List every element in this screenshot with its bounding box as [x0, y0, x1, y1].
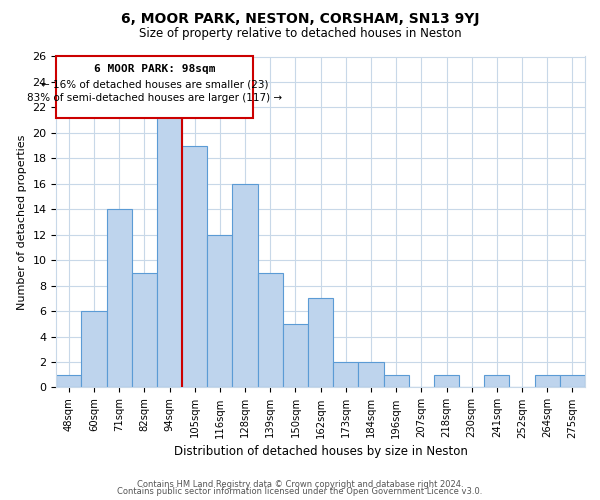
Bar: [232, 184, 257, 388]
Bar: [107, 209, 132, 388]
Bar: [257, 273, 283, 388]
Bar: [560, 374, 585, 388]
Bar: [308, 298, 333, 388]
Bar: [207, 234, 232, 388]
Y-axis label: Number of detached properties: Number of detached properties: [17, 134, 26, 310]
Bar: [82, 311, 107, 388]
Text: 6, MOOR PARK, NESTON, CORSHAM, SN13 9YJ: 6, MOOR PARK, NESTON, CORSHAM, SN13 9YJ: [121, 12, 479, 26]
Bar: [358, 362, 383, 388]
Text: Contains HM Land Registry data © Crown copyright and database right 2024.: Contains HM Land Registry data © Crown c…: [137, 480, 463, 489]
Bar: [283, 324, 308, 388]
Text: 83% of semi-detached houses are larger (117) →: 83% of semi-detached houses are larger (…: [27, 94, 282, 104]
Bar: [56, 56, 253, 118]
Bar: [182, 146, 207, 388]
Text: Size of property relative to detached houses in Neston: Size of property relative to detached ho…: [139, 28, 461, 40]
Bar: [434, 374, 459, 388]
Text: Contains public sector information licensed under the Open Government Licence v3: Contains public sector information licen…: [118, 487, 482, 496]
Bar: [56, 374, 82, 388]
Bar: [333, 362, 358, 388]
X-axis label: Distribution of detached houses by size in Neston: Distribution of detached houses by size …: [173, 444, 467, 458]
Bar: [157, 108, 182, 388]
Bar: [132, 273, 157, 388]
Bar: [484, 374, 509, 388]
Text: ← 16% of detached houses are smaller (23): ← 16% of detached houses are smaller (23…: [41, 80, 268, 90]
Bar: [535, 374, 560, 388]
Bar: [383, 374, 409, 388]
Text: 6 MOOR PARK: 98sqm: 6 MOOR PARK: 98sqm: [94, 64, 215, 74]
